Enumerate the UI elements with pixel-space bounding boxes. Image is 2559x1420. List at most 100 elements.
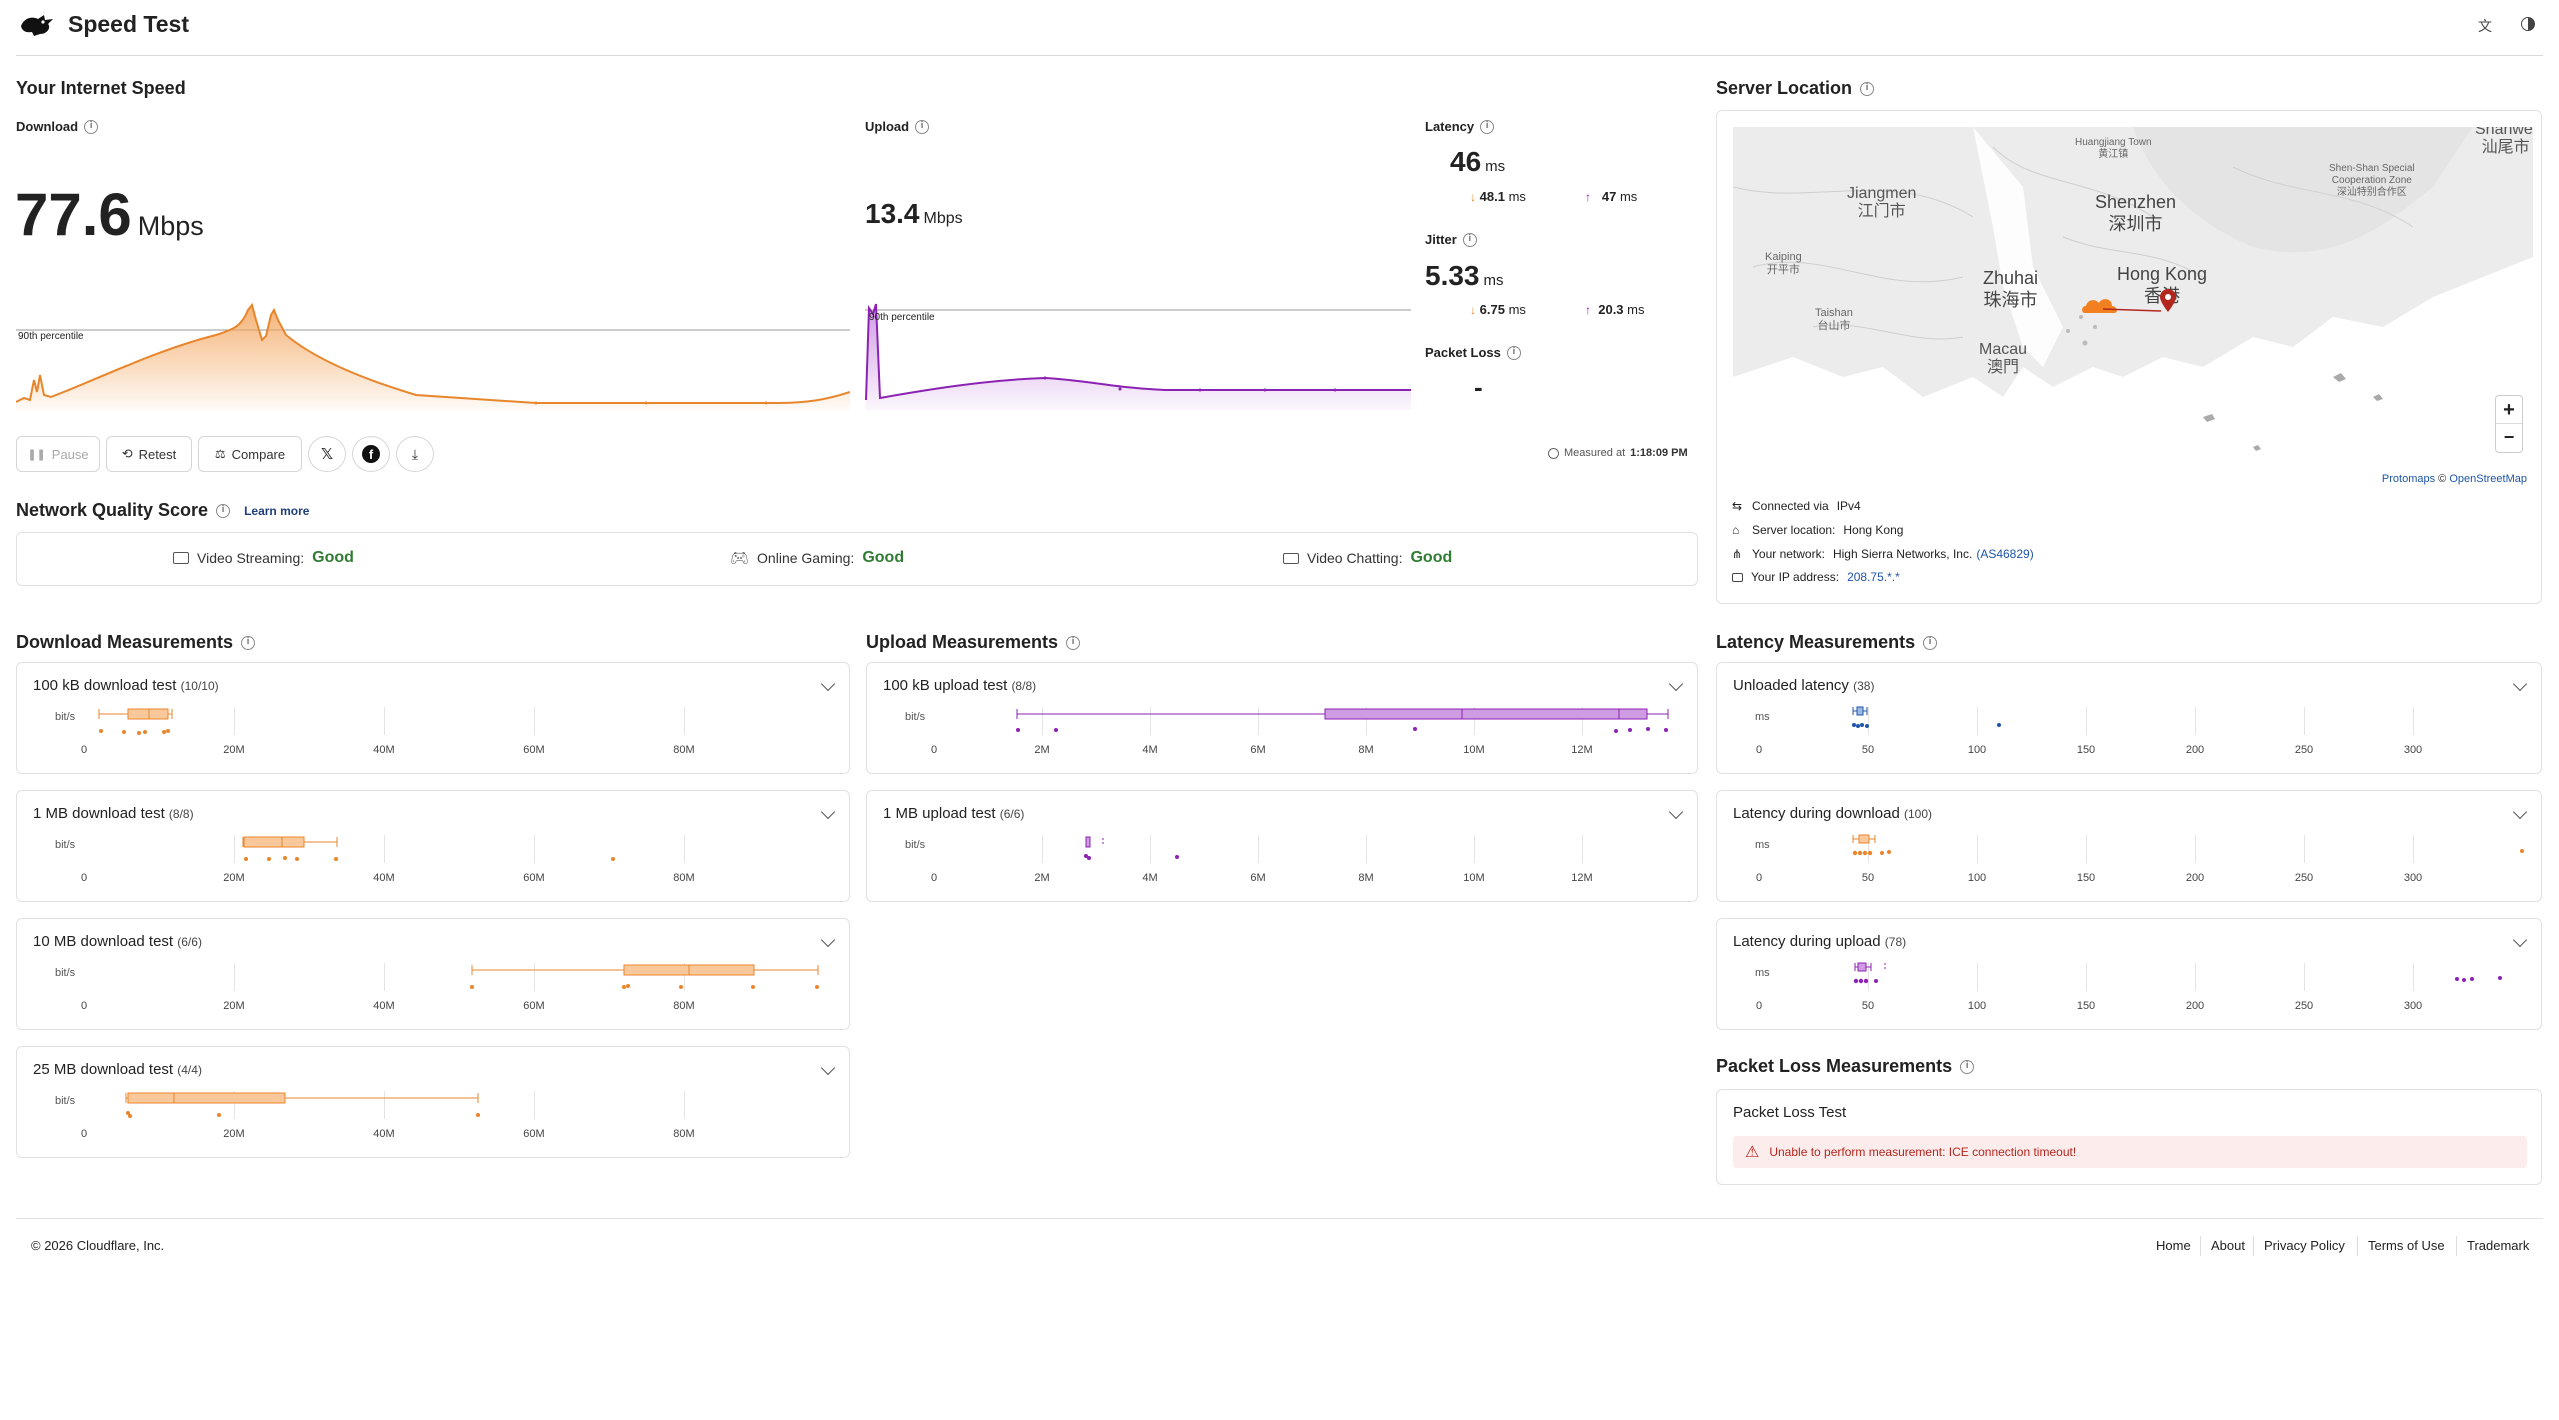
packet-loss-value: - bbox=[1474, 372, 1483, 402]
gridline bbox=[2413, 963, 2414, 991]
axis-tick-label: 250 bbox=[2294, 872, 2314, 884]
gamepad-icon: 🎮︎ bbox=[730, 550, 750, 567]
axis-tick-label: 250 bbox=[2294, 744, 2314, 756]
map-route-line bbox=[2103, 308, 2162, 312]
chevron-down-icon[interactable] bbox=[1668, 804, 1684, 820]
quality-video-chatting: Video Chatting: Good bbox=[1283, 549, 1452, 567]
info-icon: i bbox=[1462, 232, 1477, 247]
axis-tick-label: 0 bbox=[1755, 1000, 1763, 1012]
gridline bbox=[1150, 707, 1151, 735]
axis-tick-label: 0 bbox=[80, 1000, 88, 1012]
axis-tick-label: 2M bbox=[1034, 744, 1050, 756]
app-title: Speed Test bbox=[68, 11, 189, 37]
gridline bbox=[2304, 835, 2305, 863]
translate-icon[interactable]: 文 bbox=[2478, 19, 2492, 35]
chevron-down-icon[interactable] bbox=[820, 804, 836, 820]
download-test-10mb[interactable]: 10 MB download test (6/6) bit/s 0 20M 40M 6… bbox=[16, 918, 850, 1030]
quality-online-gaming: 🎮︎ Online Gaming: Good bbox=[730, 549, 905, 567]
gridline bbox=[2086, 707, 2087, 735]
download-test-100kb[interactable]: 100 kB download test (10/10) bit/s 0 20M 4… bbox=[16, 662, 850, 774]
upload-measurements-title: Upload Measurements i bbox=[866, 632, 1081, 653]
axis-tick-label: 0 bbox=[930, 872, 938, 884]
refresh-icon: ⟲ bbox=[121, 446, 133, 461]
boxplot bbox=[1084, 836, 1179, 860]
measurement-title: 1 MB upload test (6/6) bbox=[883, 805, 1025, 822]
boxplot bbox=[98, 708, 173, 735]
learn-more-link[interactable]: Learn more bbox=[244, 503, 310, 518]
axis-tick-label: 6M bbox=[1250, 744, 1266, 756]
axis-tick-label: 40M bbox=[373, 1128, 395, 1140]
axis-tick-label: 80M bbox=[673, 872, 695, 884]
footer-link-privacy[interactable]: Privacy Policy bbox=[2264, 1238, 2345, 1253]
chevron-down-icon[interactable] bbox=[820, 932, 836, 948]
server-location-row: ⌂ Server location: Hong Kong bbox=[1732, 523, 1904, 537]
building-icon: ⌂ bbox=[1732, 523, 1740, 537]
connection-icon: ⇆ bbox=[1732, 499, 1743, 513]
latency-download: ↓ 48.1 ms bbox=[1470, 189, 1526, 204]
zoom-in-button[interactable]: + bbox=[2496, 396, 2522, 424]
footer-link-trademark[interactable]: Trademark bbox=[2467, 1238, 2530, 1253]
axis-tick-label: 300 bbox=[2403, 872, 2423, 884]
axis-tick-label: 60M bbox=[523, 872, 545, 884]
map[interactable]: Shanwei 汕尾市 Huangjiang Town 黄江镇 Jiangmen 江门… bbox=[1733, 127, 2533, 489]
your-ip-row: Your IP address: 208.75.*.* bbox=[1732, 570, 1900, 584]
latency-unloaded[interactable]: Unloaded latency (38) ms 0 50 100 150 200 250… bbox=[1716, 662, 2542, 774]
compare-button[interactable]: ⚖ Compare bbox=[198, 436, 302, 472]
chevron-down-icon[interactable] bbox=[1668, 676, 1684, 692]
map-label-jiangmen: Jiangmen 江门市 bbox=[1847, 185, 1917, 220]
axis-unit: bit/s bbox=[55, 1095, 76, 1107]
axis-tick-label: 200 bbox=[2185, 1000, 2205, 1012]
axis-tick-label: 12M bbox=[1571, 744, 1593, 756]
download-results-button[interactable]: ⤓ bbox=[396, 436, 434, 472]
zoom-out-button[interactable]: − bbox=[2503, 427, 2515, 447]
footer-link-terms[interactable]: Terms of Use bbox=[2368, 1238, 2445, 1253]
info-icon: i bbox=[1960, 1059, 1975, 1074]
protomaps-link[interactable]: Protomaps bbox=[2381, 473, 2436, 485]
share-x-button[interactable]: 𝕏 bbox=[308, 436, 346, 472]
gridline bbox=[2086, 963, 2087, 991]
cloudflare-logo-icon bbox=[18, 12, 56, 38]
axis-tick-label: 150 bbox=[2076, 872, 2096, 884]
gridline bbox=[2086, 835, 2087, 863]
download-test-25mb[interactable]: 25 MB download test (4/4) bit/s 0 20M 40M 6… bbox=[16, 1046, 850, 1158]
axis-tick-label: 4M bbox=[1142, 872, 1158, 884]
chevron-down-icon[interactable] bbox=[820, 676, 836, 692]
footer-separator bbox=[2253, 1236, 2254, 1256]
footer-link-about[interactable]: About bbox=[2211, 1238, 2245, 1253]
chevron-down-icon[interactable] bbox=[820, 1060, 836, 1076]
chevron-down-icon[interactable] bbox=[2512, 932, 2528, 948]
axis-tick-label: 20M bbox=[223, 1128, 245, 1140]
openstreetmap-link[interactable]: OpenStreetMap bbox=[2449, 473, 2527, 485]
asn-link[interactable]: (AS46829) bbox=[1976, 547, 2034, 561]
upload-test-1mb[interactable]: 1 MB upload test (6/6) bit/s 0 2M 4M 6M 8M 10… bbox=[866, 790, 1698, 902]
axis-tick-label: 60M bbox=[523, 744, 545, 756]
pause-button[interactable]: ❚❚ Pause bbox=[16, 436, 100, 472]
gridline bbox=[384, 835, 385, 863]
map-label-shenshan: Shen-Shan Special Cooperation Zone 深汕特别合作区 bbox=[2329, 163, 2415, 198]
upload-value: 13.4 Mbps bbox=[865, 198, 963, 229]
latency-during-upload[interactable]: Latency during upload (78) ms 0 50 100 150 2… bbox=[1716, 918, 2542, 1030]
download-icon: ⤓ bbox=[411, 445, 419, 462]
chevron-down-icon[interactable] bbox=[2512, 804, 2528, 820]
share-facebook-button[interactable]: f bbox=[352, 436, 390, 472]
contrast-icon[interactable] bbox=[2521, 17, 2535, 31]
latency-during-download[interactable]: Latency during download (100) ms 0 50 100 1… bbox=[1716, 790, 2542, 902]
zoom-controls: + − bbox=[2495, 395, 2523, 453]
axis-tick-label: 6M bbox=[1250, 872, 1266, 884]
latency-measurements-title: Latency Measurements i bbox=[1716, 632, 1938, 653]
download-test-1mb[interactable]: 1 MB download test (8/8) bit/s 0 20M 40M 60… bbox=[16, 790, 850, 902]
gridline bbox=[1868, 835, 1869, 863]
chevron-down-icon[interactable] bbox=[2512, 676, 2528, 692]
boxplot bbox=[1852, 706, 2001, 728]
measurement-title: Latency during download (100) bbox=[1733, 805, 1932, 822]
gridline bbox=[1258, 835, 1259, 863]
arrow-down-icon: ↓ bbox=[1470, 303, 1476, 317]
retest-button[interactable]: ⟲ Retest bbox=[106, 436, 192, 472]
gridline bbox=[2413, 707, 2414, 735]
footer-link-home[interactable]: Home bbox=[2156, 1238, 2191, 1253]
upload-test-100kb[interactable]: 100 kB upload test (8/8) bit/s 0 2M 4M 6M 8M… bbox=[866, 662, 1698, 774]
gridline bbox=[1582, 707, 1583, 735]
packet-loss-error: ⚠ Unable to perform measurement: ICE con… bbox=[1733, 1136, 2527, 1168]
map-label-shanwei: Shanwei 汕尾市 bbox=[2475, 127, 2533, 156]
gridline bbox=[1868, 707, 1869, 735]
